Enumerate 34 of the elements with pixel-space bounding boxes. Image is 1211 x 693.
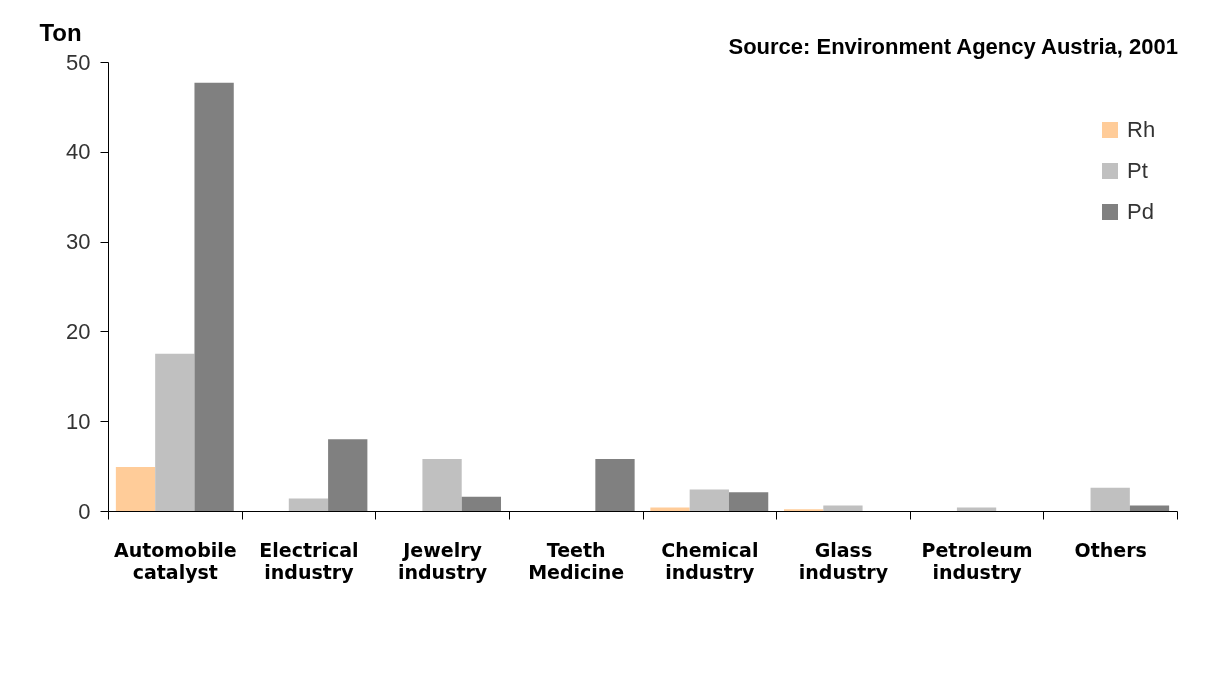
x-tick-label: Teeth Medicine: [528, 538, 625, 583]
bar: [115, 467, 156, 511]
bar: [1129, 505, 1170, 511]
legend-label: Pd: [1127, 199, 1154, 224]
bar: [328, 439, 368, 511]
x-tick-label: Glass industry: [798, 538, 889, 583]
y-axis-title: Ton: [39, 18, 82, 46]
bar: [288, 498, 329, 511]
legend-label: Rh: [1127, 117, 1156, 142]
y-tick-label: 40: [66, 139, 91, 165]
bar: [422, 458, 462, 511]
bar: [194, 82, 234, 511]
x-tick-label: Chemical industry: [661, 538, 759, 583]
y-tick-label: 10: [66, 408, 91, 434]
bar: [728, 492, 769, 511]
bar: [461, 496, 502, 511]
y-tick-label: 0: [78, 498, 91, 524]
y-tick-label: 50: [66, 49, 91, 75]
legend-label: Pt: [1127, 158, 1148, 183]
x-tick-label: Automobile catalyst: [113, 538, 237, 583]
bar: [956, 507, 997, 511]
x-tick-label: Others: [1074, 538, 1147, 561]
bar: [595, 458, 635, 511]
x-tick-label: Petroleum industry: [921, 538, 1033, 583]
y-tick-label: 30: [66, 229, 91, 255]
y-tick-label: 20: [66, 318, 91, 344]
x-tick-label: Jewelry industry: [397, 538, 488, 583]
bar: [823, 505, 863, 511]
bar: [1090, 487, 1130, 511]
bar: [689, 489, 729, 511]
bar: [650, 507, 690, 511]
x-tick-label: Electrical industry: [259, 538, 359, 583]
bar: [155, 353, 195, 511]
source-note: Source: Environment Agency Austria, 2001: [728, 34, 1178, 59]
